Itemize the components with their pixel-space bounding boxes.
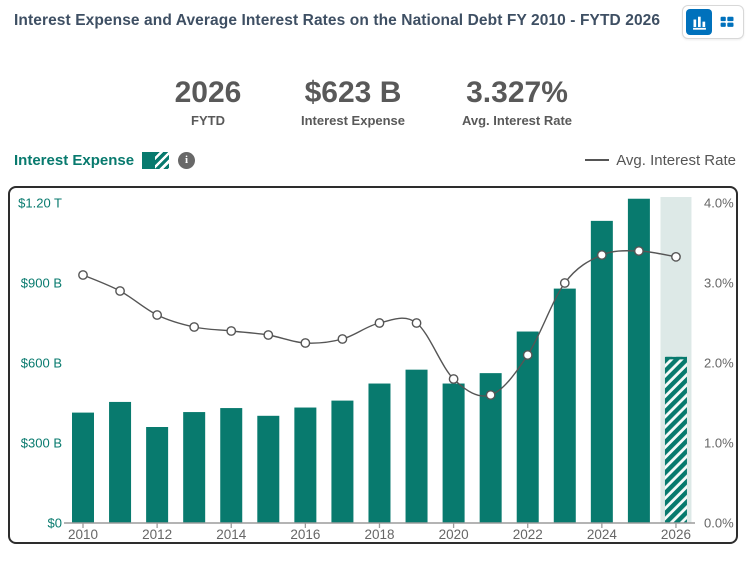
- right-axis-label-3: 3.0%: [704, 276, 734, 291]
- bar-2026-cap: [664, 356, 687, 360]
- x-label-2014: 2014: [216, 527, 247, 542]
- x-label-2022: 2022: [513, 527, 543, 542]
- right-axis-label-4: 4.0%: [704, 196, 734, 211]
- stat-avg-interest-rate: 3.327% Avg. Interest Rate: [462, 76, 572, 128]
- bar-2016[interactable]: [294, 407, 317, 523]
- rate-point-2016[interactable]: [300, 338, 311, 348]
- bar-2023[interactable]: [553, 288, 576, 523]
- stat-avg-interest-rate-label: Avg. Interest Rate: [461, 113, 573, 128]
- bar-2010[interactable]: [72, 412, 94, 523]
- rate-point-2024[interactable]: [596, 250, 607, 260]
- bar-2026[interactable]: [664, 356, 687, 523]
- stat-interest-expense: $623 B Interest Expense: [301, 76, 405, 128]
- stat-fytd-label: FYTD: [191, 113, 225, 128]
- chart-legend: Interest Expense i Avg. Interest Rate: [14, 148, 736, 172]
- table-icon: [720, 16, 734, 27]
- bar-2012[interactable]: [146, 427, 169, 523]
- x-label-2010: 2010: [68, 527, 98, 542]
- rate-point-2013[interactable]: [189, 322, 200, 332]
- bar-2011[interactable]: [109, 401, 132, 523]
- rate-point-2010[interactable]: [78, 270, 88, 280]
- right-axis-label-0: 0.0%: [704, 516, 734, 531]
- rate-point-2021[interactable]: [485, 390, 496, 400]
- bar-chart-icon: [692, 16, 706, 30]
- summary-stats: 2026 FYTD $623 B Interest Expense 3.327%…: [0, 76, 746, 136]
- stat-fytd-value: 2026: [174, 76, 242, 109]
- bar-2014[interactable]: [220, 408, 243, 523]
- x-label-2020: 2020: [439, 527, 469, 542]
- bar-2022[interactable]: [516, 331, 539, 523]
- rate-point-2014[interactable]: [226, 326, 237, 336]
- rate-point-2011[interactable]: [115, 286, 125, 296]
- stat-fytd: 2026 FYTD: [175, 76, 242, 128]
- bar-2021[interactable]: [479, 373, 502, 523]
- left-axis-label-0: $0: [48, 516, 62, 531]
- bar-2025[interactable]: [627, 198, 650, 523]
- stat-avg-interest-rate-value: 3.327%: [466, 76, 568, 109]
- chart-container: 2010 2012 2014 2016 2018 2020 2022 2024 2026 $0 $3…: [8, 186, 738, 544]
- rate-point-2026[interactable]: [671, 251, 681, 262]
- swatch-solid-half: [142, 151, 156, 169]
- rate-line-swatch: [585, 158, 610, 162]
- avg-rate-legend-label: Avg. Interest Rate: [616, 151, 736, 169]
- stat-interest-expense-label: Interest Expense: [300, 113, 406, 128]
- rate-point-2025[interactable]: [634, 246, 644, 256]
- page-title: Interest Expense and Average Interest Ra…: [14, 12, 661, 29]
- rate-point-2019[interactable]: [411, 318, 422, 328]
- bar-2015[interactable]: [257, 415, 280, 523]
- left-axis-label-2: $600 B: [21, 356, 62, 371]
- bar-2017[interactable]: [331, 400, 354, 523]
- rate-point-2023[interactable]: [559, 278, 570, 288]
- left-axis-label-1: $300 B: [21, 436, 62, 451]
- right-axis-label-2: 2.0%: [704, 356, 734, 371]
- bar-2013[interactable]: [183, 412, 206, 523]
- x-label-2024: 2024: [587, 527, 618, 542]
- bar-2020[interactable]: [442, 383, 465, 523]
- x-label-2012: 2012: [142, 527, 172, 542]
- combo-chart[interactable]: 2010 2012 2014 2016 2018 2020 2022 2024 2026 $0 $3…: [10, 188, 736, 543]
- avg-rate-legend: Avg. Interest Rate: [585, 152, 736, 169]
- rate-point-2017[interactable]: [337, 334, 348, 344]
- bar-2024[interactable]: [590, 220, 613, 523]
- left-axis-label-4: $1.20 T: [18, 196, 62, 211]
- info-icon[interactable]: i: [178, 151, 196, 169]
- rate-point-2022[interactable]: [522, 350, 533, 360]
- x-label-2026: 2026: [661, 527, 691, 542]
- stat-interest-expense-value: $623 B: [304, 76, 402, 109]
- interest-expense-swatch: [142, 151, 170, 169]
- rate-point-2012[interactable]: [152, 310, 163, 320]
- rate-point-2020[interactable]: [448, 374, 459, 384]
- chart-view-button[interactable]: [686, 9, 712, 35]
- right-axis-label-1: 1.0%: [704, 436, 734, 451]
- x-label-2016: 2016: [290, 527, 320, 542]
- table-view-button[interactable]: [714, 9, 740, 35]
- rate-point-2018[interactable]: [374, 318, 385, 328]
- left-axis-label-3: $900 B: [21, 276, 62, 291]
- rate-point-2015[interactable]: [263, 330, 274, 340]
- x-label-2018: 2018: [364, 527, 394, 542]
- bar-2019[interactable]: [405, 369, 428, 523]
- interest-expense-legend-label: Interest Expense: [14, 151, 135, 169]
- view-toggle: [682, 5, 744, 39]
- interest-expense-legend: Interest Expense i: [14, 151, 196, 169]
- swatch-hatched-half: [155, 151, 170, 169]
- bar-2018[interactable]: [368, 383, 391, 523]
